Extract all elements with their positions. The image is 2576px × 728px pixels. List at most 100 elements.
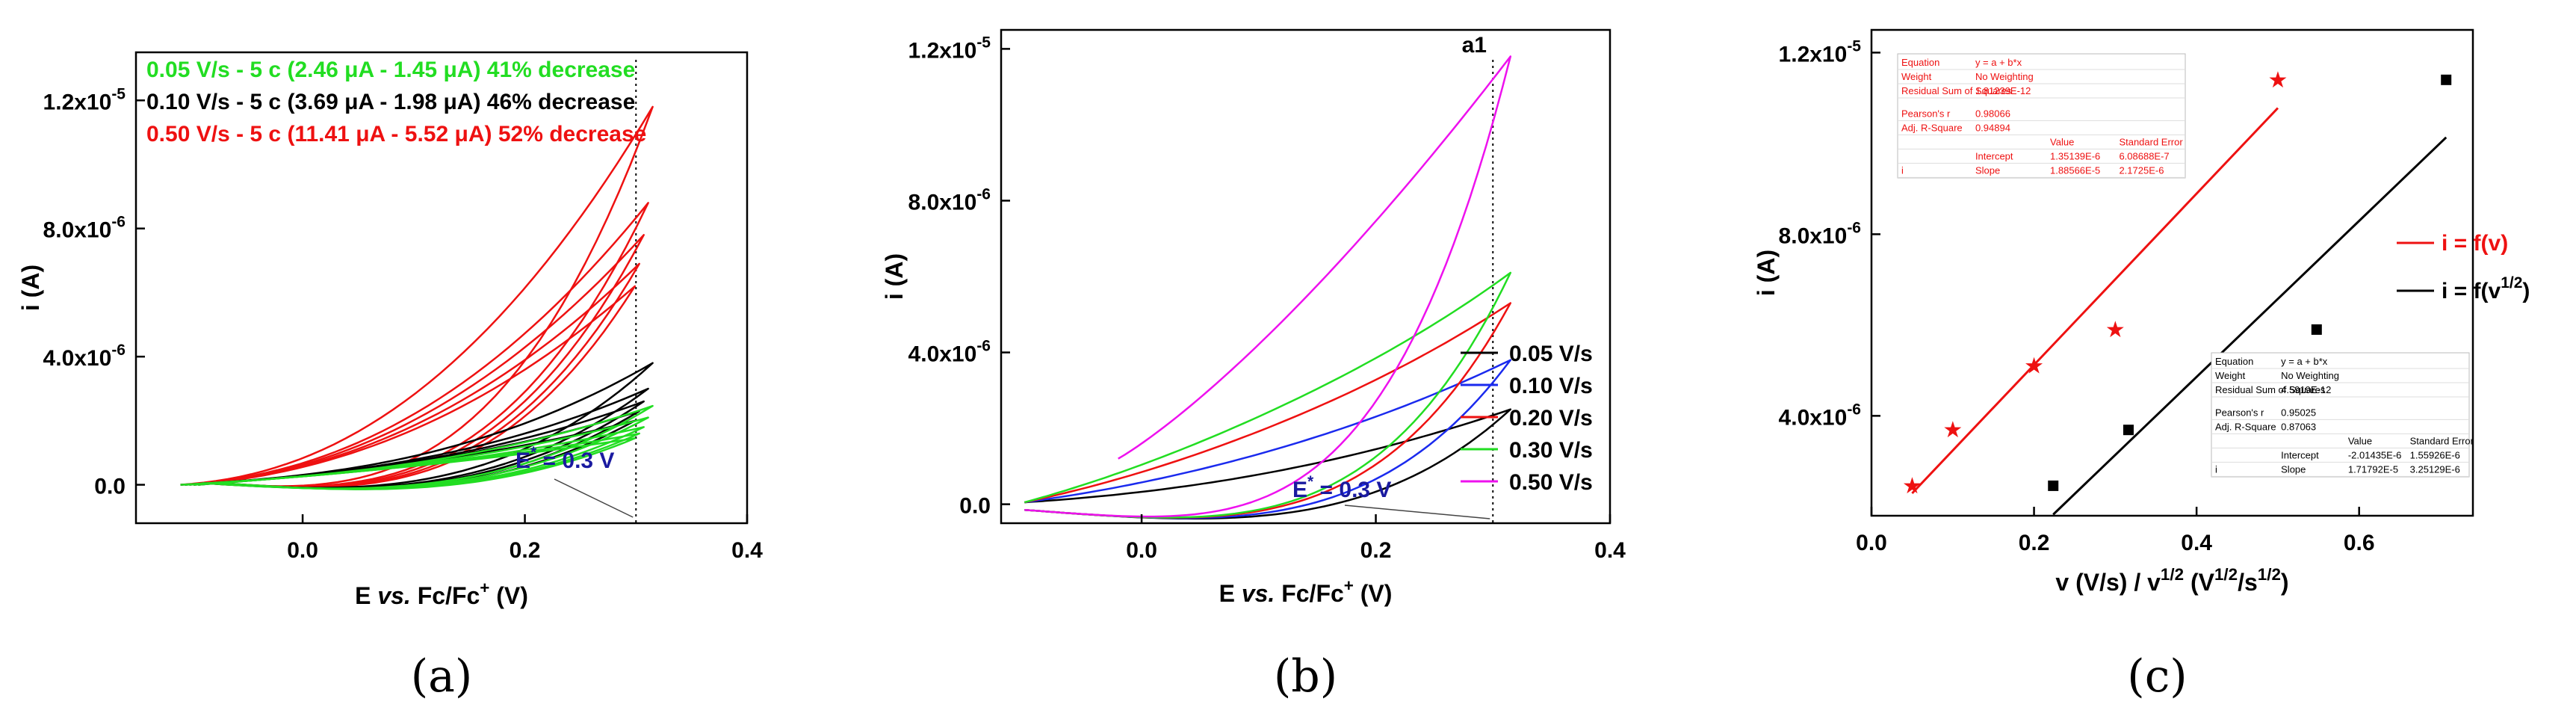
panel-c: ★ ★ ★ ★ ★ 0.0 0.2 0.4 0.6 4.0x10-6 8.0x10-6 1.2x10-… — [1718, 0, 2576, 728]
legend-label: i = f(v1/2) — [2442, 274, 2530, 303]
x-tick-label: 0.0 — [287, 538, 318, 563]
y-axis-label: i (A) — [17, 265, 44, 311]
fit-table-cell: 1.88566E-5 — [2050, 164, 2100, 176]
figure-caption: (b) — [1274, 650, 1337, 703]
y-tick-label: 8.0x10-6 — [43, 214, 126, 243]
fit-table-cell: 0.95025 — [2281, 407, 2316, 418]
e-star-label: E* = 0.3 V — [1292, 473, 1391, 502]
fit-table-cell: i — [2215, 463, 2217, 475]
x-tick-label: 0.2 — [510, 538, 541, 563]
fit-table-frame — [2211, 352, 2470, 478]
fit-line-1 — [1911, 107, 2279, 495]
fit-table-cell: 1.71792E-5 — [2348, 463, 2398, 475]
fit-table-cell: Residual Sum of Squares — [1901, 85, 2012, 96]
fit-table-cell: y = a + b*x — [2281, 356, 2328, 367]
data-point-square — [2441, 74, 2452, 85]
series-line-005 — [1024, 408, 1512, 520]
fit-table-frame — [1897, 53, 2186, 179]
data-point-square — [2048, 480, 2059, 491]
fit-table-cell: No Weighting — [1975, 71, 2034, 82]
y-tick-label: 1.2x10-5 — [1779, 37, 1862, 67]
y-tick-label: 1.2x10-5 — [908, 34, 991, 63]
fit-table-cell: Residual Sum of Squares — [2215, 384, 2326, 395]
y-tick-label: 4.0x10-6 — [43, 342, 126, 371]
series-line-050-cycle-1 — [180, 105, 654, 487]
fit-table-cell: 2.1725E-6 — [2119, 164, 2164, 176]
plot-frame — [134, 51, 749, 525]
fit-table-cell: 4.5919E-12 — [2281, 384, 2331, 395]
fit-table-cell: Equation — [2215, 356, 2253, 367]
plot-frame — [1870, 28, 2474, 517]
fit-table-cell: Equation — [1901, 57, 1939, 68]
fit-table-cell: Intercept — [1975, 150, 2013, 161]
fit-table-cell: 3.25129E-6 — [2410, 463, 2460, 475]
series-line-010 — [1024, 359, 1512, 519]
data-point-star: ★ — [2105, 317, 2125, 343]
fit-line-2 — [2052, 136, 2447, 516]
legend-label: i = f(v) — [2442, 231, 2508, 256]
peak-current-fit-chart: ★ ★ ★ ★ ★ 0.0 0.2 0.4 0.6 4.0x10-6 8.0x10-6 1.2x10-… — [1753, 28, 2530, 703]
data-point-star: ★ — [1902, 473, 1922, 499]
annotation-line: 0.50 V/s - 5 c (11.41 μA - 5.52 μA) 52% … — [146, 122, 646, 146]
fit-table-cell: Adj. R-Square — [1901, 122, 1963, 133]
peak-label: a1 — [1462, 33, 1487, 58]
panel-b: 0.0 0.2 0.4 0.0 4.0x10-6 8.0x10-6 1.2x10-5 E vs… — [859, 0, 1718, 728]
series-line-050-cycle-3 — [189, 234, 645, 488]
x-axis-label: v (V/s) / v1/2 (V1/2/s1/2) — [2055, 565, 2288, 596]
data-point-star: ★ — [2267, 67, 2288, 93]
fit-table-cell: Pearson's r — [2215, 407, 2264, 418]
series-line-005-cycle-5 — [198, 437, 637, 490]
fit-table-cell: Weight — [2215, 370, 2246, 381]
fit-table-cell: -2.01435E-6 — [2348, 449, 2402, 460]
fit-table-cell: Weight — [1901, 71, 1932, 82]
legend-label: 0.30 V/s — [1509, 438, 1593, 463]
x-axis-label: E vs. Fc/Fc+ (V) — [1219, 576, 1393, 607]
e-star-arrow — [1344, 505, 1490, 519]
fit-table-1: Equation y = a + b*x Weight No Weighting Res… — [1897, 53, 2186, 179]
y-tick-label: 8.0x10-6 — [1779, 219, 1861, 248]
x-tick-label: 0.4 — [2181, 531, 2212, 555]
x-tick-label: 0.6 — [2344, 531, 2375, 555]
cv-scan-rate-chart: 0.0 0.2 0.4 0.0 4.0x10-6 8.0x10-6 1.2x10-5 E vs… — [881, 28, 1626, 703]
y-tick-label: 4.0x10-6 — [908, 338, 991, 367]
fit-table-cell: Value — [2348, 435, 2372, 446]
series-line-030 — [1024, 271, 1512, 519]
x-tick-label: 0.2 — [1360, 538, 1392, 563]
y-tick-label: 0.0 — [959, 494, 991, 519]
series-line-050-cycle-5 — [198, 285, 637, 488]
fit-table-cell: 0.98066 — [1975, 108, 2010, 119]
x-tick-label: 0.4 — [1594, 538, 1626, 563]
y-axis-label: i (A) — [1753, 250, 1780, 296]
fit-table-cell: Standard Error — [2410, 435, 2474, 446]
fit-table-cell: i — [1901, 164, 1904, 176]
y-tick-label: 8.0x10-6 — [908, 185, 991, 215]
annotation-line: 0.10 V/s - 5 c (3.69 μA - 1.98 μA) 46% d… — [146, 90, 635, 114]
fit-table-2: Equation y = a + b*x Weight No Weighting Res… — [2211, 352, 2474, 478]
fit-table-cell: Adj. R-Square — [2215, 421, 2276, 432]
fit-table-cell: 6.08688E-7 — [2119, 150, 2169, 161]
y-axis-label: i (A) — [881, 253, 908, 300]
plot-frame — [1000, 28, 1611, 525]
e-star-arrow — [554, 478, 634, 518]
fit-table-cell: Value — [2050, 136, 2074, 147]
legend-label: 0.10 V/s — [1509, 374, 1593, 398]
x-axis-label: E vs. Fc/Fc+ (V) — [355, 579, 528, 609]
panel-a: 0.0 0.2 0.4 0.0 4.0x10-6 8.0x10-6 1.2x10-5 E vs… — [0, 0, 859, 728]
fit-table-cell: Intercept — [2281, 449, 2319, 460]
fit-table-cell: Standard Error — [2119, 136, 2183, 147]
figure-caption: (c) — [2127, 650, 2187, 703]
x-tick-label: 0.0 — [1856, 531, 1887, 555]
data-point-square — [2311, 324, 2322, 335]
fit-table-cell: Slope — [2281, 463, 2306, 475]
fit-table-cell: 0.87063 — [2281, 421, 2316, 432]
x-tick-label: 0.2 — [2019, 531, 2050, 555]
legend-label: 0.50 V/s — [1509, 470, 1593, 495]
x-tick-label: 0.0 — [1126, 538, 1157, 563]
y-tick-label: 0.0 — [94, 475, 126, 499]
series-line-050 — [1024, 55, 1512, 518]
fit-table-cell: y = a + b*x — [1975, 57, 2022, 68]
fit-table-cell: 1.35139E-6 — [2050, 150, 2100, 161]
y-tick-label: 1.2x10-5 — [43, 85, 126, 114]
fit-table-cell: 1.55926E-6 — [2410, 449, 2460, 460]
annotation-line: 0.05 V/s - 5 c (2.46 μA - 1.45 μA) 41% d… — [146, 58, 635, 82]
